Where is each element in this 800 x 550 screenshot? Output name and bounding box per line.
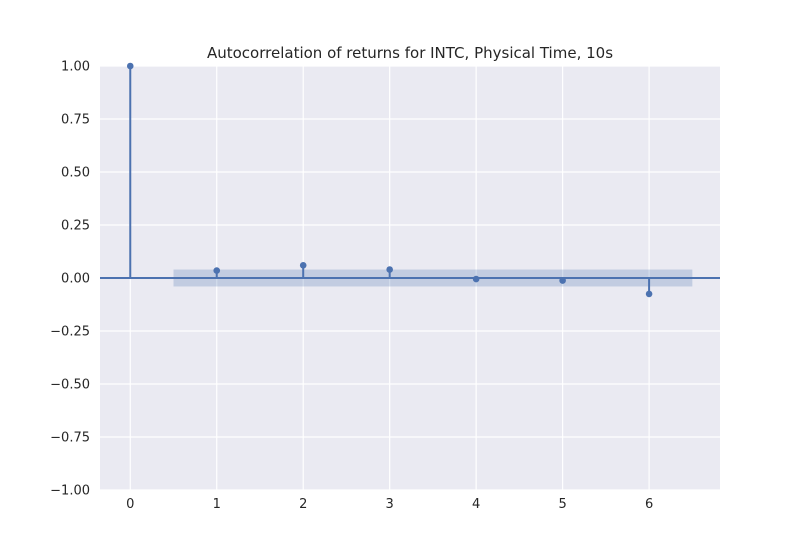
x-tick-label: 1 [213,497,221,512]
x-tick-label: 3 [386,497,394,512]
chart-title: Autocorrelation of returns for INTC, Phy… [207,44,613,62]
x-tick-label: 5 [558,497,566,512]
y-tick-label: 0.00 [61,272,90,287]
acf-point [213,267,221,274]
y-tick-label: −0.75 [50,431,90,446]
acf-point [645,290,653,298]
y-tick-label: −1.00 [50,484,90,499]
acf-point [472,275,480,283]
y-tick-label: 0.75 [61,113,90,128]
acf-point [386,266,393,273]
acf-point [299,261,307,269]
x-tick-label: 4 [472,497,480,512]
y-tick-label: −0.25 [50,325,90,340]
y-tick-label: 1.00 [61,60,90,75]
x-tick-label: 6 [645,497,653,512]
y-tick-label: −0.50 [50,378,90,393]
acf-point [126,62,134,70]
x-tick-label: 2 [299,497,307,512]
y-tick-label: 0.50 [61,166,90,181]
acf-point [559,277,566,284]
y-tick-label: 0.25 [61,219,90,234]
x-tick-label: 0 [126,497,134,512]
